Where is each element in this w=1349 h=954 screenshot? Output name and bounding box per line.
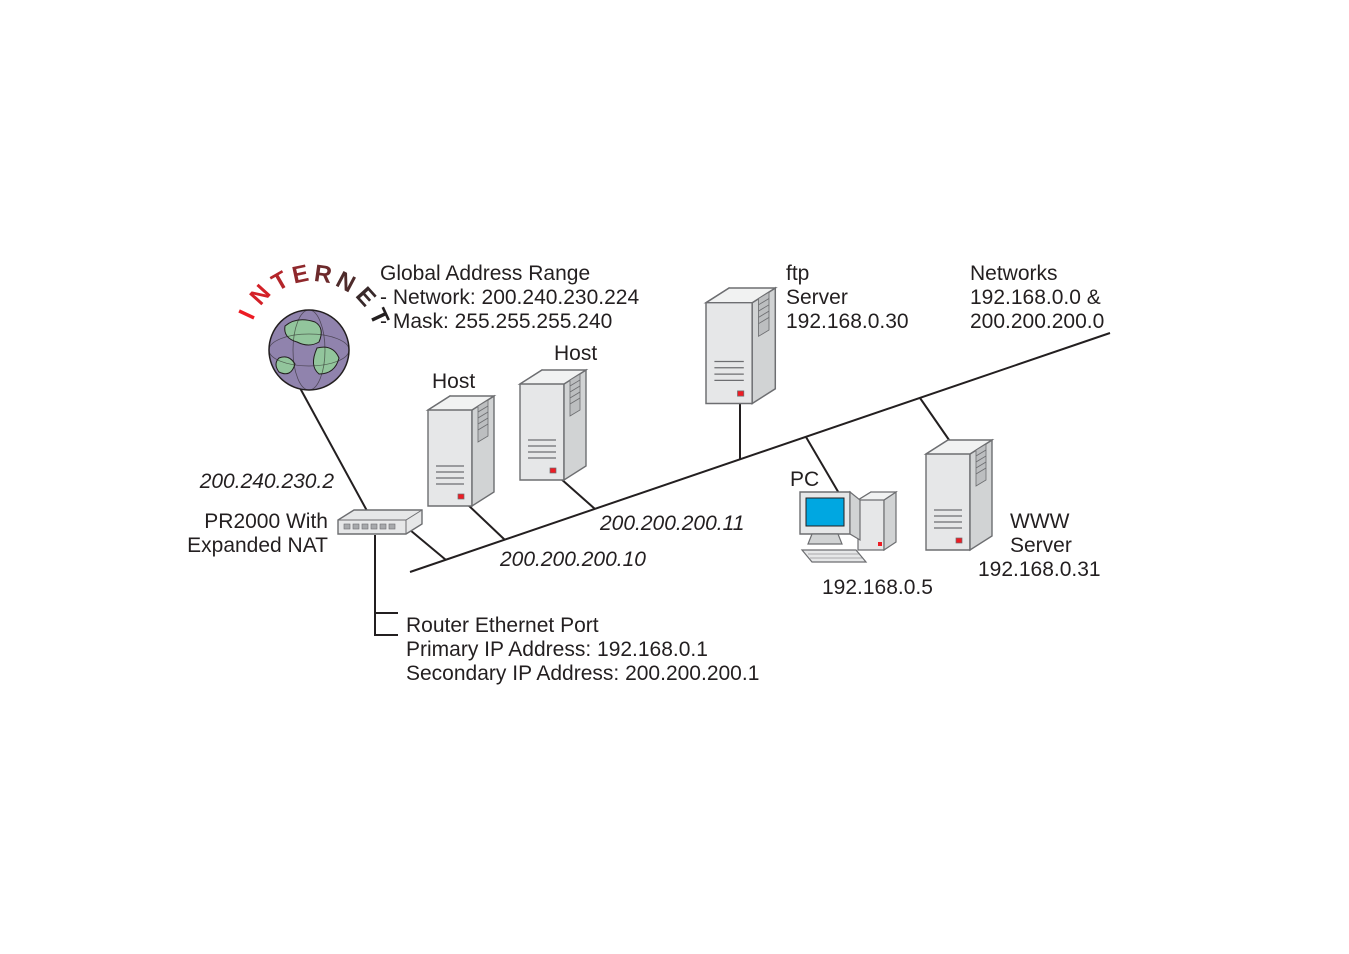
router-port-primary: Primary IP Address: 192.168.0.1 xyxy=(406,638,708,661)
www-server-icon xyxy=(926,440,992,550)
svg-text:T: T xyxy=(267,266,293,297)
networks-line1: Networks xyxy=(970,262,1058,285)
networks-line3: 200.200.200.0 xyxy=(970,310,1104,333)
ftp-server-icon xyxy=(706,288,775,404)
router-wan-ip: 200.240.230.2 xyxy=(199,470,335,493)
global-addr-network: - Network: 200.240.230.224 xyxy=(380,286,639,309)
svg-text:R: R xyxy=(313,260,334,289)
network-diagram: I N T E R N E T xyxy=(0,0,1349,954)
router-port-secondary: Secondary IP Address: 200.200.200.1 xyxy=(406,662,759,685)
svg-text:N: N xyxy=(332,266,360,298)
svg-text:I: I xyxy=(234,306,261,323)
www-ip: 192.168.0.31 xyxy=(978,558,1101,581)
link-internet-router xyxy=(300,388,372,520)
global-addr-title: Global Address Range xyxy=(380,262,590,285)
networks-line2: 192.168.0.0 & xyxy=(970,286,1101,309)
host2-ip: 200.200.200.11 xyxy=(599,512,744,535)
host1-icon xyxy=(428,396,494,506)
pc-icon xyxy=(800,492,896,562)
link-host2 xyxy=(560,478,595,509)
internet-icon: I N T E R N E T xyxy=(234,260,395,390)
svg-text:E: E xyxy=(350,282,381,312)
host2-label: Host xyxy=(554,342,597,365)
www-line2: Server xyxy=(1010,534,1072,557)
ftp-line1: ftp xyxy=(786,262,809,285)
global-addr-mask: - Mask: 255.255.255.240 xyxy=(380,310,612,333)
host1-ip: 200.200.200.10 xyxy=(499,548,646,571)
www-line1: WWW xyxy=(1010,510,1070,533)
host1-label: Host xyxy=(432,370,475,393)
router-label-2: Expanded NAT xyxy=(187,534,328,557)
router-icon xyxy=(338,510,422,534)
link-router-backbone xyxy=(410,530,446,560)
link-host1 xyxy=(466,503,505,540)
router-port-bracket xyxy=(375,535,398,635)
router-port-title: Router Ethernet Port xyxy=(406,614,599,637)
svg-text:N: N xyxy=(245,280,277,311)
pc-label: PC xyxy=(790,468,819,491)
router-label-1: PR2000 With xyxy=(204,510,328,533)
svg-text:E: E xyxy=(290,260,311,290)
host2-icon xyxy=(520,370,586,480)
pc-ip: 192.168.0.5 xyxy=(822,576,933,599)
ftp-line2: Server xyxy=(786,286,848,309)
ftp-ip: 192.168.0.30 xyxy=(786,310,909,333)
